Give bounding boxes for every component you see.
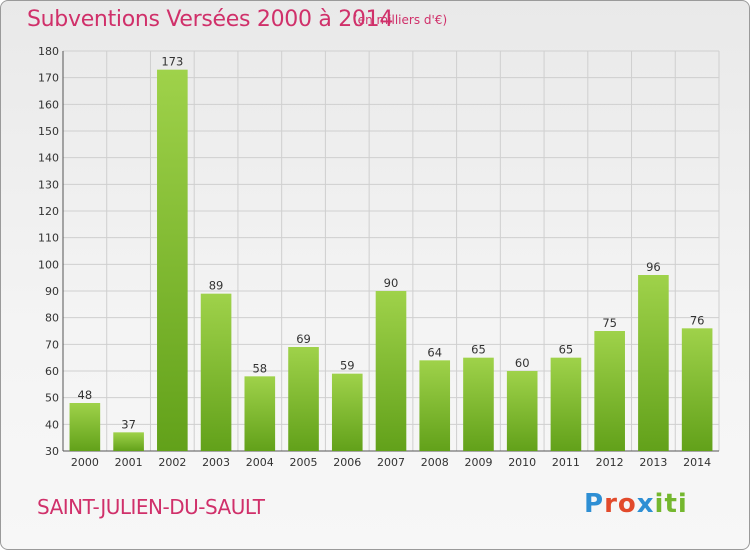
y-tick-label: 160 xyxy=(38,98,59,111)
x-tick-label: 2005 xyxy=(290,456,318,469)
x-tick-label: 2004 xyxy=(246,456,274,469)
data-label: 64 xyxy=(427,345,442,359)
x-tick-label: 2008 xyxy=(421,456,449,469)
y-tick-label: 120 xyxy=(38,205,59,218)
x-tick-label: 2010 xyxy=(508,456,536,469)
x-tick-label: 2000 xyxy=(71,456,99,469)
bar xyxy=(200,293,232,451)
x-tick-label: 2012 xyxy=(596,456,624,469)
x-tick-label: 2014 xyxy=(683,456,711,469)
labels: 48 2000 37 2001 173 2002 89 2003 58 2004 69 2005 59 2… xyxy=(71,55,711,469)
data-label: 65 xyxy=(559,343,574,357)
x-tick-label: 2009 xyxy=(464,456,492,469)
chart-subtitle: (en milliers d'€) xyxy=(353,13,448,27)
data-label: 58 xyxy=(252,361,267,375)
x-tick-label: 2002 xyxy=(158,456,186,469)
bar xyxy=(506,371,538,451)
data-label: 75 xyxy=(602,316,617,330)
data-label: 89 xyxy=(209,279,224,293)
bar xyxy=(69,403,101,451)
x-tick-label: 2013 xyxy=(639,456,667,469)
data-label: 96 xyxy=(646,260,661,274)
bar xyxy=(288,347,319,451)
x-tick-label: 2003 xyxy=(202,456,230,469)
y-tick-label: 150 xyxy=(38,125,59,138)
commune-name: SAINT-JULIEN-DU-SAULT xyxy=(37,495,265,519)
y-tick-label: 50 xyxy=(45,392,59,405)
bar xyxy=(331,373,363,451)
y-tick-label: 40 xyxy=(45,418,59,431)
bar xyxy=(594,331,625,451)
bar xyxy=(463,357,494,451)
y-tick-label: 70 xyxy=(45,338,59,351)
x-tick-label: 2011 xyxy=(552,456,580,469)
x-tick-label: 2007 xyxy=(377,456,405,469)
y-tick-label: 30 xyxy=(45,445,59,458)
bar xyxy=(113,432,144,451)
data-label: 60 xyxy=(515,356,530,370)
bar xyxy=(157,69,188,452)
y-tick-label: 180 xyxy=(38,45,59,58)
data-label: 48 xyxy=(78,388,93,402)
bar xyxy=(681,328,713,451)
data-label: 65 xyxy=(471,343,486,357)
bar xyxy=(638,275,669,451)
bar xyxy=(419,360,451,451)
bars xyxy=(69,69,713,452)
proxiti-logo[interactable]: Proxiti xyxy=(584,489,688,519)
bar xyxy=(550,357,582,451)
data-label: 173 xyxy=(161,55,183,69)
data-label: 69 xyxy=(296,332,311,346)
data-label: 76 xyxy=(690,313,705,327)
y-tick-label: 100 xyxy=(38,258,59,271)
y-tick-label: 60 xyxy=(45,365,59,378)
data-label: 90 xyxy=(384,276,399,290)
y-tick-label: 80 xyxy=(45,312,59,325)
bar xyxy=(244,376,276,451)
y-tick-label: 140 xyxy=(38,152,59,165)
y-tick-label: 130 xyxy=(38,178,59,191)
data-label: 59 xyxy=(340,359,355,373)
y-tick-label: 170 xyxy=(38,72,59,85)
x-tick-label: 2006 xyxy=(333,456,361,469)
chart-title: Subventions Versées 2000 à 2014 xyxy=(27,7,394,32)
x-tick-label: 2001 xyxy=(115,456,143,469)
data-label: 37 xyxy=(121,417,136,431)
y-tick-label: 110 xyxy=(38,232,59,245)
y-tick-label: 90 xyxy=(45,285,59,298)
bar xyxy=(375,291,407,451)
